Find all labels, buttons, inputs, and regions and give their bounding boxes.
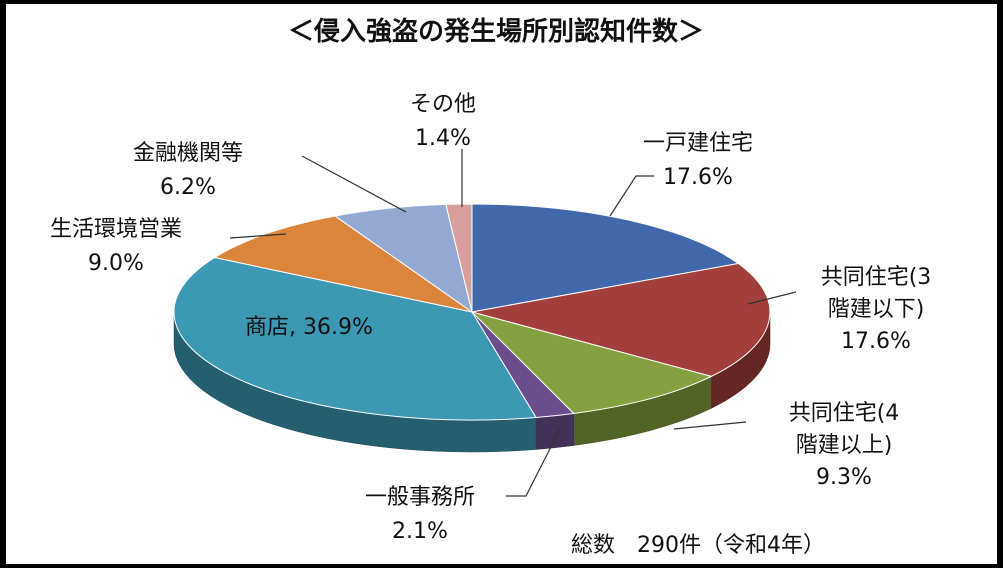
slice-label-kyodo4: 共同住宅(4: [789, 401, 900, 426]
slice-labels: 一戸建住宅 17.6% 共同住宅(3 階建以下) 17.6% 共同住宅(4 階建以上) 9.3…: [50, 92, 931, 544]
slice-label-ikkodate: 一戸建住宅: [643, 131, 753, 156]
slice-label-seikatsu: 生活環境営業: [50, 217, 182, 242]
slice-kyodo3: [471, 262, 771, 377]
slice-kinyu: [333, 203, 473, 314]
total-note: 総数 290件（令和4年）: [571, 533, 825, 558]
leader-line-kyodo4: [673, 421, 747, 430]
slice-pct-seikatsu: 9.0%: [88, 251, 144, 276]
slice-label-kyodo3: 階建以下): [828, 297, 925, 322]
slice-label-shoten: 商店, 36.9%: [245, 315, 373, 340]
chart-frame: ＜侵入強盗の発生場所別認知件数＞ 一戸建住宅 17.6% 共同住宅(3 階建以下) 17…: [6, 4, 997, 564]
slice-label-kyodo3: 共同住宅(3: [821, 265, 932, 290]
slice-sonota: [445, 203, 473, 313]
slice-label-kinyu: 金融機関等: [133, 141, 243, 166]
leader-line-kyodo3: [747, 291, 797, 305]
slice-label-ippanjimusho: 一般事務所: [365, 485, 475, 510]
slice-pct-ippanjimusho: 2.1%: [392, 519, 448, 544]
pie-side-walls: [173, 311, 771, 453]
slice-kyodo4: [470, 311, 713, 415]
leader-lines: [229, 149, 797, 497]
slice-label-kyodo4: 階建以上): [796, 433, 893, 458]
slice-side-ippanjimusho: [535, 413, 574, 450]
slice-seikatsu: [213, 215, 473, 313]
slice-ikkodate: [471, 203, 740, 313]
leader-line-ikkodate: [609, 175, 654, 217]
slice-pct-ikkodate: 17.6%: [663, 165, 733, 190]
slice-pct-kinyu: 6.2%: [160, 175, 216, 200]
slice-pct-sonota: 1.4%: [415, 126, 471, 151]
leader-line-seikatsu: [229, 233, 287, 239]
slice-pct-kyodo4: 9.3%: [816, 465, 872, 490]
leader-line-kinyu: [301, 155, 407, 213]
slice-pct-kyodo3: 17.6%: [841, 329, 911, 354]
leader-line-ippanjimusho: [506, 428, 561, 497]
slice-shoten: [173, 256, 537, 421]
slice-label-sonota: その他: [410, 92, 476, 117]
pie-chart: ＜侵入強盗の発生場所別認知件数＞ 一戸建住宅 17.6% 共同住宅(3 階建以下) 17…: [50, 16, 931, 558]
pie-top-faces: [173, 203, 771, 421]
chart-title: ＜侵入強盗の発生場所別認知件数＞: [288, 16, 704, 47]
